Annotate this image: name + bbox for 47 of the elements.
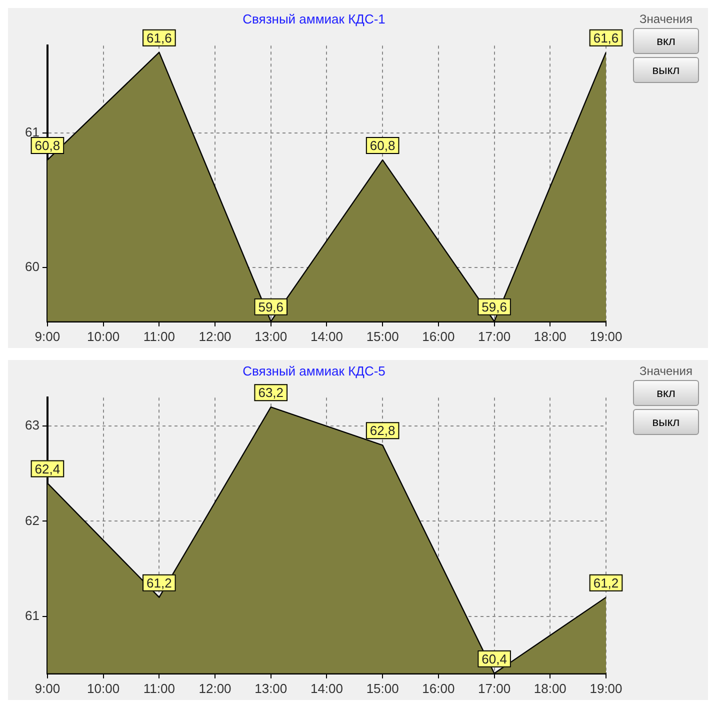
x-tick-label: 19:00 (590, 680, 622, 696)
text: выкл (633, 409, 699, 435)
y-tick-label: 61 (24, 608, 40, 623)
y-tick-label: 62 (24, 512, 40, 528)
x-tick-label: 17:00 (478, 328, 511, 344)
data-label: 59,6 (482, 299, 507, 314)
data-label: 60,4 (482, 651, 507, 666)
x-tick-label: 15:00 (366, 680, 399, 696)
x-tick-label: 12:00 (198, 328, 232, 344)
data-label: 61,2 (593, 575, 619, 590)
x-tick-label: 18:00 (534, 328, 566, 344)
x-tick-label: 16:00 (422, 328, 455, 344)
data-label: 60,8 (370, 138, 396, 154)
y-tick-label: 63 (24, 418, 40, 433)
data-label: 60,8 (34, 138, 60, 154)
x-tick-label: 10:00 (87, 680, 120, 696)
x-tick-label: 10:00 (87, 328, 120, 344)
x-tick-label: 18:00 (534, 680, 566, 696)
text: вкл (633, 28, 699, 54)
text: Значения (639, 12, 693, 26)
x-tick-label: 17:00 (478, 680, 511, 696)
x-tick-label: 11:00 (143, 680, 175, 696)
chart-title: Связный аммиак КДС-5 (242, 363, 386, 378)
x-tick-label: 12:00 (198, 680, 232, 696)
y-tick-label: 60 (24, 259, 40, 274)
data-label: 59,6 (258, 299, 284, 314)
x-tick-label: 11:00 (143, 328, 175, 344)
chart-title: Связный аммиак КДС-1 (242, 11, 386, 26)
x-tick-label: 15:00 (366, 328, 399, 344)
x-tick-label: 19:00 (590, 328, 622, 344)
data-label: 63,2 (258, 385, 284, 400)
data-label: 61,2 (146, 575, 172, 590)
data-label: 61,6 (146, 30, 172, 46)
text: выкл (633, 57, 699, 83)
x-tick-label: 14:00 (310, 328, 344, 344)
x-tick-label: 16:00 (422, 680, 455, 696)
x-tick-label: 14:00 (310, 680, 344, 696)
x-tick-label: 13:00 (254, 328, 288, 344)
x-tick-label: 9:00 (34, 680, 60, 696)
y-tick-label: 61 (24, 124, 40, 140)
text: Значения (639, 364, 693, 378)
data-label: 62,4 (34, 461, 60, 476)
x-tick-label: 13:00 (254, 680, 288, 696)
text: вкл (633, 380, 699, 406)
x-tick-label: 9:00 (34, 328, 60, 344)
data-label: 62,8 (370, 423, 396, 438)
data-label: 61,6 (593, 30, 619, 46)
